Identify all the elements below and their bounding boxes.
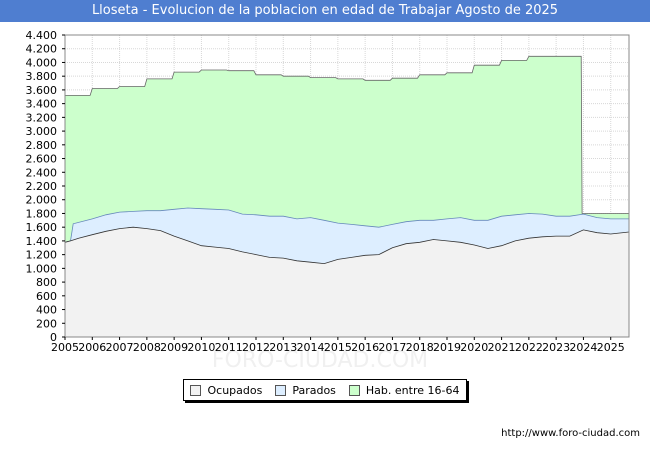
y-tick-label: 4.200: [26, 43, 58, 56]
population-area-chart: FORO-CIUDAD.COM 02004006008001.0001.2001…: [26, 29, 630, 373]
x-tick-label: 2024: [569, 341, 597, 354]
y-tick-label: 3.400: [26, 98, 58, 111]
legend-label-parados: Parados: [292, 383, 336, 397]
y-tick-label: 2.400: [26, 166, 58, 179]
y-tick-label: 200: [36, 317, 57, 330]
y-tick-label: 3.200: [26, 111, 58, 124]
x-tick-label: 2014: [297, 341, 325, 354]
area-ocupados: [65, 227, 629, 337]
y-tick-label: 1.600: [26, 221, 58, 234]
y-tick-label: 3.600: [26, 84, 58, 97]
x-tick-label: 2013: [269, 341, 297, 354]
legend-label-hab: Hab. entre 16-64: [365, 383, 460, 397]
x-tick-label: 2015: [324, 341, 352, 354]
y-tick-label: 1.000: [26, 262, 58, 275]
series-areas: [64, 34, 630, 338]
y-tick-label: 400: [36, 304, 57, 317]
legend: Ocupados Parados Hab. entre 16-64: [183, 379, 467, 401]
legend-label-ocupados: Ocupados: [207, 383, 263, 397]
y-tick-label: 2.800: [26, 139, 58, 152]
y-tick-label: 1.400: [26, 235, 58, 248]
legend-item-hab: Hab. entre 16-64: [348, 383, 460, 397]
y-tick-label: 1.200: [26, 249, 58, 262]
x-tick-label: 2011: [215, 341, 243, 354]
y-tick-label: 2.000: [26, 194, 58, 207]
legend-swatch-ocupados: [190, 384, 202, 396]
y-tick-label: 3.000: [26, 125, 58, 138]
y-axis: 02004006008001.0001.2001.4001.6001.8002.…: [26, 29, 65, 344]
y-tick-label: 4.000: [26, 56, 58, 69]
x-tick-label: 2005: [51, 341, 79, 354]
x-tick-label: 2006: [78, 341, 106, 354]
y-tick-label: 0: [50, 331, 57, 344]
x-tick-label: 2021: [488, 341, 516, 354]
y-tick-label: 800: [36, 276, 57, 289]
x-tick-label: 2025: [597, 341, 625, 354]
x-tick-label: 2023: [542, 341, 570, 354]
y-tick-label: 1.800: [26, 207, 58, 220]
source-link[interactable]: http://www.foro-ciudad.com: [501, 428, 640, 439]
line-ocupados: [64, 226, 630, 265]
x-tick-label: 2020: [460, 341, 488, 354]
x-tick-label: 2010: [187, 341, 215, 354]
y-tick-label: 2.200: [26, 180, 58, 193]
x-tick-label: 2017: [378, 341, 406, 354]
legend-item-ocupados: Ocupados: [190, 384, 262, 397]
y-tick-label: 4.400: [26, 29, 58, 42]
chart-title: Lloseta - Evolucion de la poblacion en e…: [0, 0, 650, 22]
x-tick-label: 2019: [433, 341, 461, 354]
line-parados: [64, 207, 629, 243]
y-tick-label: 600: [36, 290, 57, 303]
x-axis: 2005 2006 2007 2008 2009 2010 2011 2012 2013 2014…: [51, 337, 625, 354]
y-tick-label: 3.800: [26, 70, 58, 83]
legend-swatch-parados: [275, 384, 287, 396]
watermark: FORO-CIUDAD.COM: [212, 348, 428, 373]
legend-item-parados: Parados: [275, 384, 336, 397]
x-tick-label: 2009: [160, 341, 188, 354]
y-tick-label: 2.600: [26, 153, 58, 166]
x-tick-label: 2018: [406, 341, 434, 354]
line-hab: [65, 55, 629, 214]
x-tick-label: 2008: [133, 341, 161, 354]
x-tick-label: 2007: [106, 341, 134, 354]
x-tick-label: 2022: [515, 341, 543, 354]
x-tick-label: 2016: [351, 341, 379, 354]
x-tick-label: 2012: [242, 341, 270, 354]
legend-swatch-hab: [348, 384, 360, 396]
